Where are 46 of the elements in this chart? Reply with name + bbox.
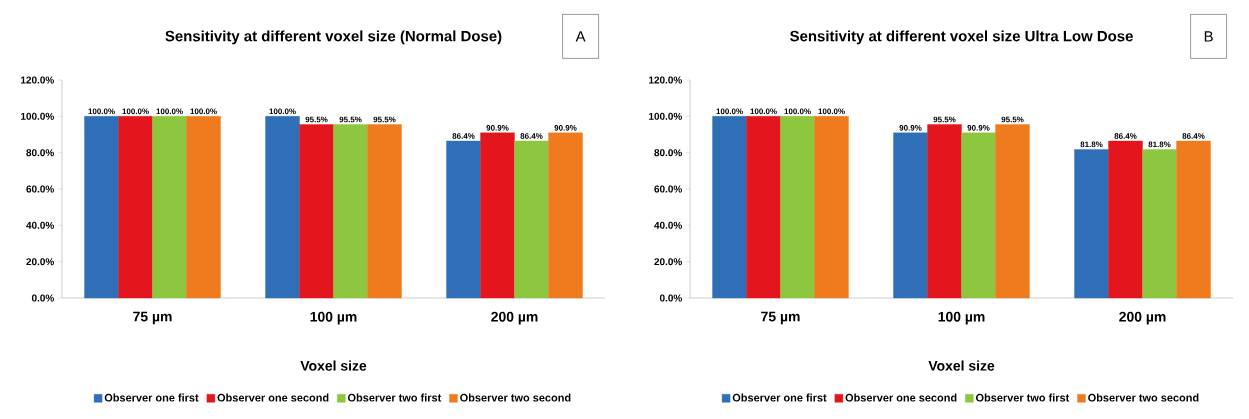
chart-title: Sensitivity at different voxel size Ultra Low Dose — [790, 30, 1133, 45]
bar — [814, 116, 849, 299]
legend-label: Observer two first — [975, 393, 1070, 402]
bar — [712, 116, 747, 299]
x-tick-label: 200 µm — [1119, 311, 1166, 325]
y-tick-label: 0.0% — [659, 294, 682, 302]
y-tick-label: 80.0% — [26, 149, 54, 157]
text: B — [1204, 31, 1213, 42]
legend-label: Observer one first — [104, 393, 199, 402]
bar — [1108, 140, 1143, 299]
x-tick-label: 75 µm — [133, 311, 172, 325]
legend-label: Observer two second — [460, 393, 571, 402]
y-tick-label: 40.0% — [26, 221, 54, 229]
x-tick-label: 100 µm — [938, 311, 985, 325]
bar — [746, 116, 781, 299]
x-tick-label: 100 µm — [310, 311, 357, 325]
y-tick-label: 100.0% — [649, 112, 682, 120]
bar — [1176, 140, 1211, 299]
y-tick-label: 120.0% — [21, 76, 54, 84]
legend-label: Observer one second — [845, 393, 957, 402]
x-axis-title: Voxel size — [928, 360, 995, 371]
legend-label: Observer two first — [347, 393, 442, 402]
y-tick-label: 60.0% — [654, 185, 682, 193]
text: A — [575, 31, 586, 42]
x-axis-title: Voxel size — [300, 360, 367, 371]
x-tick-label: 75 µm — [761, 311, 800, 325]
y-tick-label: 100.0% — [21, 112, 54, 120]
y-tick-label: 20.0% — [654, 258, 682, 266]
bar — [961, 132, 996, 299]
y-tick-label: 120.0% — [649, 76, 682, 84]
legend-label: Observer two second — [1088, 393, 1199, 402]
bar — [927, 124, 962, 299]
y-tick-label: 60.0% — [26, 185, 54, 193]
legend-label: Observer one first — [732, 393, 827, 402]
bar — [780, 116, 815, 299]
y-tick-label: 80.0% — [654, 149, 682, 157]
x-tick-label: 200 µm — [491, 311, 538, 325]
bar — [1074, 149, 1109, 299]
y-tick-label: 0.0% — [31, 294, 54, 302]
bar — [995, 124, 1030, 299]
bar — [1142, 149, 1177, 299]
chart-title: Sensitivity at different voxel size (Normal Dose) — [165, 30, 502, 45]
y-tick-label: 20.0% — [26, 258, 54, 266]
legend-label: Observer one second — [217, 393, 329, 402]
y-tick-label: 40.0% — [654, 221, 682, 229]
bar — [893, 132, 928, 299]
